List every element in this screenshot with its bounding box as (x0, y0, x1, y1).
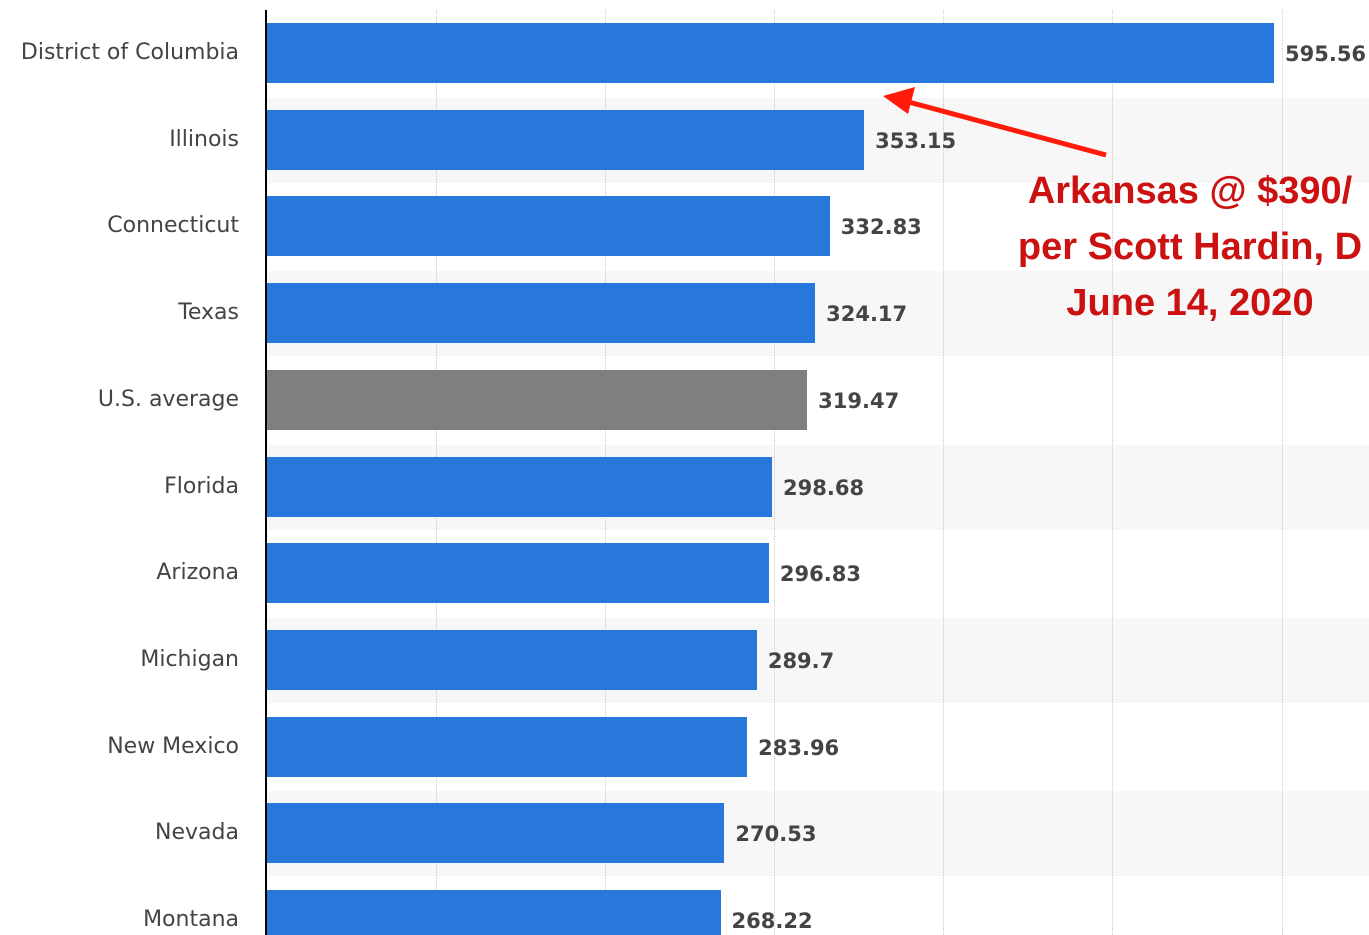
gridline (943, 10, 944, 935)
value-label: 270.53 (735, 822, 817, 847)
category-label: Texas (178, 300, 239, 326)
category-label: Nevada (155, 820, 239, 846)
bar (267, 456, 773, 517)
bar (267, 23, 1274, 83)
value-label: 296.83 (779, 562, 861, 587)
bar (267, 716, 748, 777)
annotation-text: Arkansas @ $390/ per Scott Hardin, D Jun… (960, 163, 1369, 331)
value-label: 268.22 (731, 909, 813, 933)
bar (267, 890, 721, 935)
category-label: Montana (143, 907, 239, 932)
category-label: Florida (164, 473, 239, 499)
annotation-line-1: Arkansas @ $390/ (1027, 170, 1353, 212)
bar (267, 196, 830, 257)
annotation-arrow-head (883, 87, 915, 114)
annotation-line-3: June 14, 2020 (1066, 282, 1314, 324)
bar (267, 283, 816, 344)
gridline (1282, 10, 1283, 935)
annotation-line-2: per Scott Hardin, D (1017, 226, 1363, 268)
value-label: 595.56 (1285, 42, 1367, 66)
value-label: 353.15 (875, 128, 957, 153)
value-label: 283.96 (758, 735, 840, 760)
category-label: New Mexico (107, 733, 239, 759)
value-label: 289.7 (767, 648, 835, 673)
bar (267, 803, 725, 864)
gridline (774, 10, 775, 935)
value-label: 332.83 (840, 215, 922, 240)
y-axis-line (265, 10, 267, 935)
category-label: Illinois (169, 126, 239, 152)
gridline (1112, 10, 1113, 935)
value-label: 319.47 (818, 388, 900, 413)
bar (267, 109, 865, 170)
category-label: U.S. average (97, 386, 239, 412)
category-label: Michigan (140, 646, 239, 672)
category-label: Arizona (156, 560, 239, 586)
bar (267, 543, 769, 604)
bar (267, 629, 757, 690)
category-label: Connecticut (107, 213, 239, 239)
bar-us-average (267, 369, 808, 430)
value-label: 298.68 (783, 475, 865, 500)
value-label: 324.17 (826, 302, 908, 327)
category-label: District of Columbia (20, 40, 239, 65)
annotation-arrow-line (904, 98, 1107, 158)
